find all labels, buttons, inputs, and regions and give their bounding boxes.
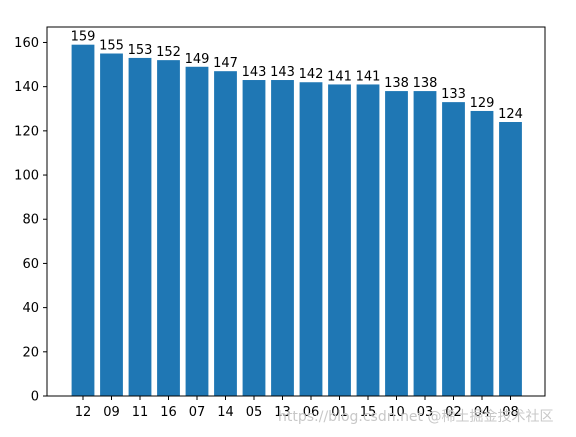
y-tick-label-60: 60 (22, 257, 39, 272)
data-label-01: 141 (327, 69, 352, 84)
data-label-05: 143 (242, 65, 267, 80)
y-tick-label-0: 0 (31, 390, 39, 405)
plot-frame (46, 26, 546, 397)
data-label-11: 153 (128, 43, 153, 58)
bar-10 (385, 91, 408, 396)
y-tick-label-140: 140 (14, 80, 39, 95)
x-tick-label-11: 11 (132, 405, 149, 420)
x-tick-label-12: 12 (75, 405, 92, 420)
y-axis-ticks: 0 20 40 60 80 100 120 140 160 (14, 36, 47, 405)
x-tick-label-01: 01 (331, 405, 348, 420)
bar-06 (299, 82, 323, 397)
x-tick-label-09: 09 (103, 405, 120, 420)
bar-12 (71, 44, 95, 397)
data-label-08: 124 (498, 107, 523, 122)
data-label-09: 155 (99, 39, 124, 54)
data-label-02: 133 (441, 87, 466, 102)
data-label-14: 147 (213, 56, 238, 71)
data-label-04: 129 (470, 96, 495, 111)
y-tick-label-80: 80 (22, 213, 39, 228)
bar-01 (328, 84, 351, 396)
bar-09 (100, 53, 123, 396)
data-label-15: 141 (356, 69, 381, 84)
x-tick-label-13: 13 (274, 405, 291, 420)
watermark: https://blog.csdn.net @稀土掘金技术社区 (278, 409, 554, 425)
x-tick-label-02: 02 (445, 405, 462, 420)
bar-16 (157, 60, 180, 396)
x-tick-label-15: 15 (360, 405, 377, 420)
bar-11 (128, 57, 152, 397)
bar-07 (185, 66, 209, 397)
bar-15 (356, 84, 380, 396)
data-label-12: 159 (71, 30, 96, 45)
y-tick-label-160: 160 (14, 36, 39, 51)
x-tick-label-05: 05 (246, 405, 263, 420)
data-label-06: 142 (299, 67, 324, 82)
x-tick-label-14: 14 (217, 405, 234, 420)
bars-group (71, 44, 522, 397)
bar-14 (214, 71, 237, 396)
bar-03 (413, 91, 437, 396)
bar-08 (499, 122, 522, 396)
x-tick-label-04: 04 (474, 405, 491, 420)
x-tick-label-06: 06 (303, 405, 320, 420)
x-axis-ticks: 12 09 11 16 07 14 05 13 06 01 15 10 03 02 04 08 (75, 396, 519, 420)
y-tick-label-40: 40 (22, 301, 39, 316)
data-label-03: 138 (413, 76, 438, 91)
bar-02 (442, 102, 465, 396)
data-label-16: 152 (156, 45, 181, 60)
data-label-07: 149 (185, 52, 210, 67)
x-tick-label-07: 07 (189, 405, 206, 420)
y-tick-label-120: 120 (14, 124, 39, 139)
bar-13 (271, 80, 294, 396)
x-tick-label-16: 16 (160, 405, 177, 420)
data-label-13: 143 (270, 65, 295, 80)
y-tick-label-100: 100 (14, 169, 39, 184)
data-label-10: 138 (384, 76, 409, 91)
y-tick-label-20: 20 (22, 345, 39, 360)
x-tick-label-03: 03 (417, 405, 434, 420)
bar-05 (242, 80, 266, 396)
x-tick-label-08: 08 (502, 405, 519, 420)
bar-04 (470, 110, 494, 397)
x-tick-label-10: 10 (388, 405, 405, 420)
